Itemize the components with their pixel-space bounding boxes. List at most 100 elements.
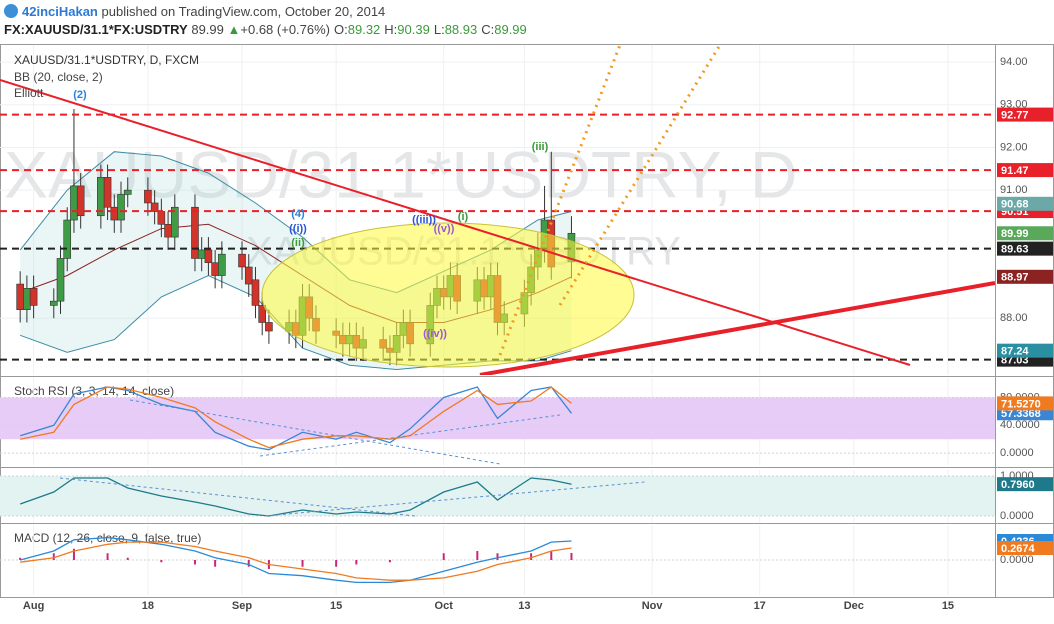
- x-tick-label: Sep: [232, 600, 252, 612]
- quote-label: C:: [481, 22, 495, 37]
- candle-body: [49, 300, 58, 306]
- histogram-bar: [550, 551, 553, 560]
- histogram-bar: [126, 557, 129, 560]
- elliott-label: (iii): [532, 141, 549, 153]
- histogram-bar: [476, 551, 479, 560]
- candle-body: [164, 224, 172, 238]
- candle-body: [150, 202, 159, 212]
- candle-body: [103, 177, 112, 208]
- y-tick-label: 40.0000: [1000, 419, 1040, 431]
- band: [0, 476, 995, 516]
- histogram-bar: [160, 560, 163, 563]
- candle-body: [97, 177, 105, 217]
- trend-line: [479, 281, 995, 375]
- price-tag: [997, 107, 1053, 122]
- quote-label: H:: [384, 22, 398, 37]
- author[interactable]: 42inciHakan: [22, 4, 98, 19]
- histogram-bar: [388, 560, 391, 563]
- axes: Aug 18 Sep 15 Oct 13 Nov 17 Dec 15 88.00 91.00 92.00…: [23, 56, 1053, 612]
- candle-body: [56, 258, 65, 302]
- trend-line: [129, 399, 501, 465]
- histogram-bar: [442, 553, 445, 560]
- histogram-bar: [106, 553, 109, 560]
- candle-body: [76, 185, 85, 217]
- candle-body: [191, 206, 199, 259]
- x-tick-label: 15: [942, 600, 954, 612]
- candle-body: [123, 189, 132, 195]
- legend-entry: BB (20, close, 2): [14, 70, 103, 84]
- header: 42inciHakan published on TradingView.com…: [0, 0, 1054, 42]
- symbol: FX:XAUUSD/31.1*FX:USDTRY: [4, 22, 188, 37]
- elliott-label: (4): [291, 208, 305, 220]
- quote-value: 90.39: [397, 22, 430, 37]
- price-tag: [997, 241, 1053, 256]
- price-tag: [997, 477, 1053, 492]
- bbb-panel: [0, 470, 995, 522]
- elliott-label: ((iv)): [423, 328, 447, 340]
- up-arrow: ▲: [227, 22, 241, 37]
- histogram-bar: [335, 560, 338, 567]
- candle-body: [197, 249, 206, 259]
- x-tick-label: 13: [518, 600, 530, 612]
- indicator-line: [20, 386, 572, 449]
- price-tag: [997, 226, 1053, 241]
- quote-value: 88.93: [444, 22, 478, 37]
- x-tick-label: Aug: [23, 600, 44, 612]
- candle-body: [251, 279, 260, 306]
- histogram-bar: [530, 553, 533, 560]
- publish-line: 42inciHakan published on TradingView.com…: [22, 4, 385, 19]
- price-tag: [997, 269, 1053, 284]
- stoch-panel: [0, 378, 995, 465]
- histogram-bar: [570, 552, 573, 560]
- watermark: XAUUSD/31.1*USDTRY, D: [4, 137, 798, 211]
- legend-entry: Elliott: [14, 86, 44, 100]
- y-tick-label: 88.00: [1000, 312, 1028, 324]
- change: +0.68 (+0.76%): [240, 22, 331, 37]
- elliott-label: (ii): [291, 237, 305, 249]
- histogram-bar: [247, 560, 250, 567]
- candle-body: [63, 219, 72, 259]
- highlight-ellipse: [261, 222, 635, 368]
- price-tag-label: 87.24: [1001, 346, 1029, 358]
- histogram-bar: [193, 560, 196, 565]
- published: published on TradingView.com, October 20…: [101, 4, 386, 19]
- y-tick-label: 91.00: [1000, 184, 1028, 196]
- price-tag-label: 57.3368: [1001, 408, 1041, 420]
- candle-body: [16, 283, 24, 310]
- histogram-bar: [52, 553, 55, 560]
- price-tag-label: 71.5270: [1001, 398, 1041, 410]
- channel-line: [558, 45, 722, 306]
- price-tag-label: 89.63: [1001, 244, 1029, 256]
- stoch-drawings: [129, 399, 561, 465]
- elliott-label: (2): [73, 89, 87, 101]
- candle-body: [204, 249, 213, 264]
- candle-body: [258, 305, 266, 323]
- price-tag: [997, 196, 1053, 211]
- quote-label: L:: [433, 22, 445, 37]
- chart-title: XAUUSD/31.1*USDTRY, D, FXCM: [14, 53, 199, 67]
- histogram-bar: [355, 560, 358, 565]
- trend-line: [0, 79, 911, 366]
- elliott-label: ((i)): [289, 223, 307, 235]
- price-tag-label: 90.68: [1001, 199, 1029, 211]
- quote-value: 89.32: [347, 22, 381, 37]
- candle-body: [218, 253, 226, 276]
- price-tag: [997, 163, 1053, 178]
- indicator-line: [20, 536, 572, 584]
- x-tick-label: Dec: [844, 600, 864, 612]
- candle-body: [238, 253, 246, 268]
- y-tick-label: 0.0000: [1000, 554, 1034, 566]
- histogram-bar: [496, 553, 499, 560]
- price-tag-label: 89.99: [1001, 228, 1029, 240]
- candle-body: [23, 288, 31, 310]
- price-tag-label: 0.2674: [1001, 543, 1036, 555]
- quote-value: 89.99: [494, 22, 527, 37]
- price-tag-label: 91.47: [1001, 165, 1029, 177]
- macd-panel: [0, 525, 995, 595]
- quote-line: FX:XAUUSD/31.1*FX:USDTRY 89.99 ▲+0.68 (+…: [4, 22, 527, 37]
- candle-body: [265, 322, 273, 332]
- y-tick-label: 0.0000: [1000, 447, 1034, 459]
- last: 89.99: [191, 22, 224, 37]
- x-tick-label: Oct: [435, 600, 454, 612]
